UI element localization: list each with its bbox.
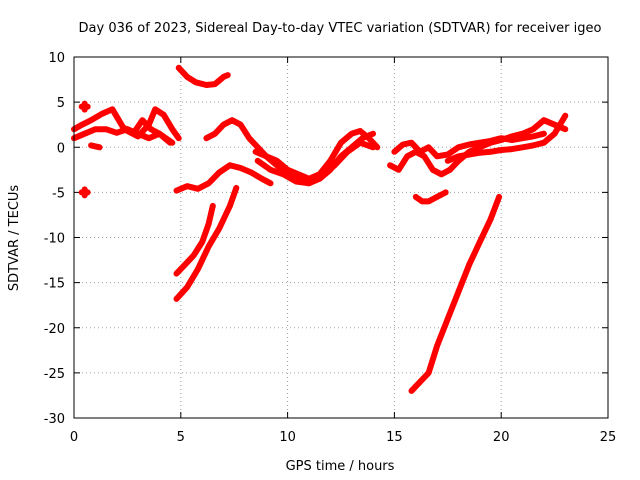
data-point [78, 186, 91, 199]
data-point [78, 100, 91, 113]
series-track-4 [88, 142, 103, 151]
chart-title: Day 036 of 2023, Sidereal Day-to-day VTE… [79, 21, 602, 36]
series-track-9 [254, 139, 376, 187]
series-track-6 [173, 162, 274, 194]
x-tick-label: 25 [600, 430, 617, 445]
y-tick-label: -10 [44, 232, 65, 247]
x-tick-label: 5 [177, 430, 185, 445]
series-track-11 [173, 184, 240, 302]
series-track-5 [175, 64, 231, 88]
x-tick-label: 0 [70, 430, 78, 445]
y-tick-label: -5 [52, 186, 65, 201]
plot-frame [73, 56, 609, 419]
y-tick-label: -15 [44, 277, 65, 292]
series-track-14 [444, 112, 569, 164]
x-axis-label: GPS time / hours [286, 459, 395, 474]
series-track-16 [408, 193, 503, 394]
series-track-13 [391, 130, 547, 160]
x-tick-label: 20 [493, 430, 510, 445]
y-tick-label: -30 [44, 412, 65, 427]
data-series [71, 64, 569, 394]
y-tick-label: 5 [57, 96, 65, 111]
y-axis-label: SDTVAR / TECUs [7, 185, 22, 292]
y-tick-label: 0 [57, 141, 65, 156]
axis-ticks: 0 5 10 15 20 25 -30 -25 -20 -15 -10 -5 0 5 10 [44, 51, 617, 445]
series-track-3 [124, 106, 182, 142]
series-track-1 [71, 126, 174, 146]
y-tick-label: 10 [48, 51, 65, 66]
y-tick-label: -25 [44, 367, 65, 382]
series-track-15 [412, 189, 449, 205]
y-tick-label: -20 [44, 322, 65, 337]
x-tick-label: 10 [279, 430, 296, 445]
series-track-7 [203, 117, 381, 182]
grid-lines [74, 57, 608, 418]
series-track-10 [173, 202, 216, 277]
x-tick-label: 15 [386, 430, 403, 445]
